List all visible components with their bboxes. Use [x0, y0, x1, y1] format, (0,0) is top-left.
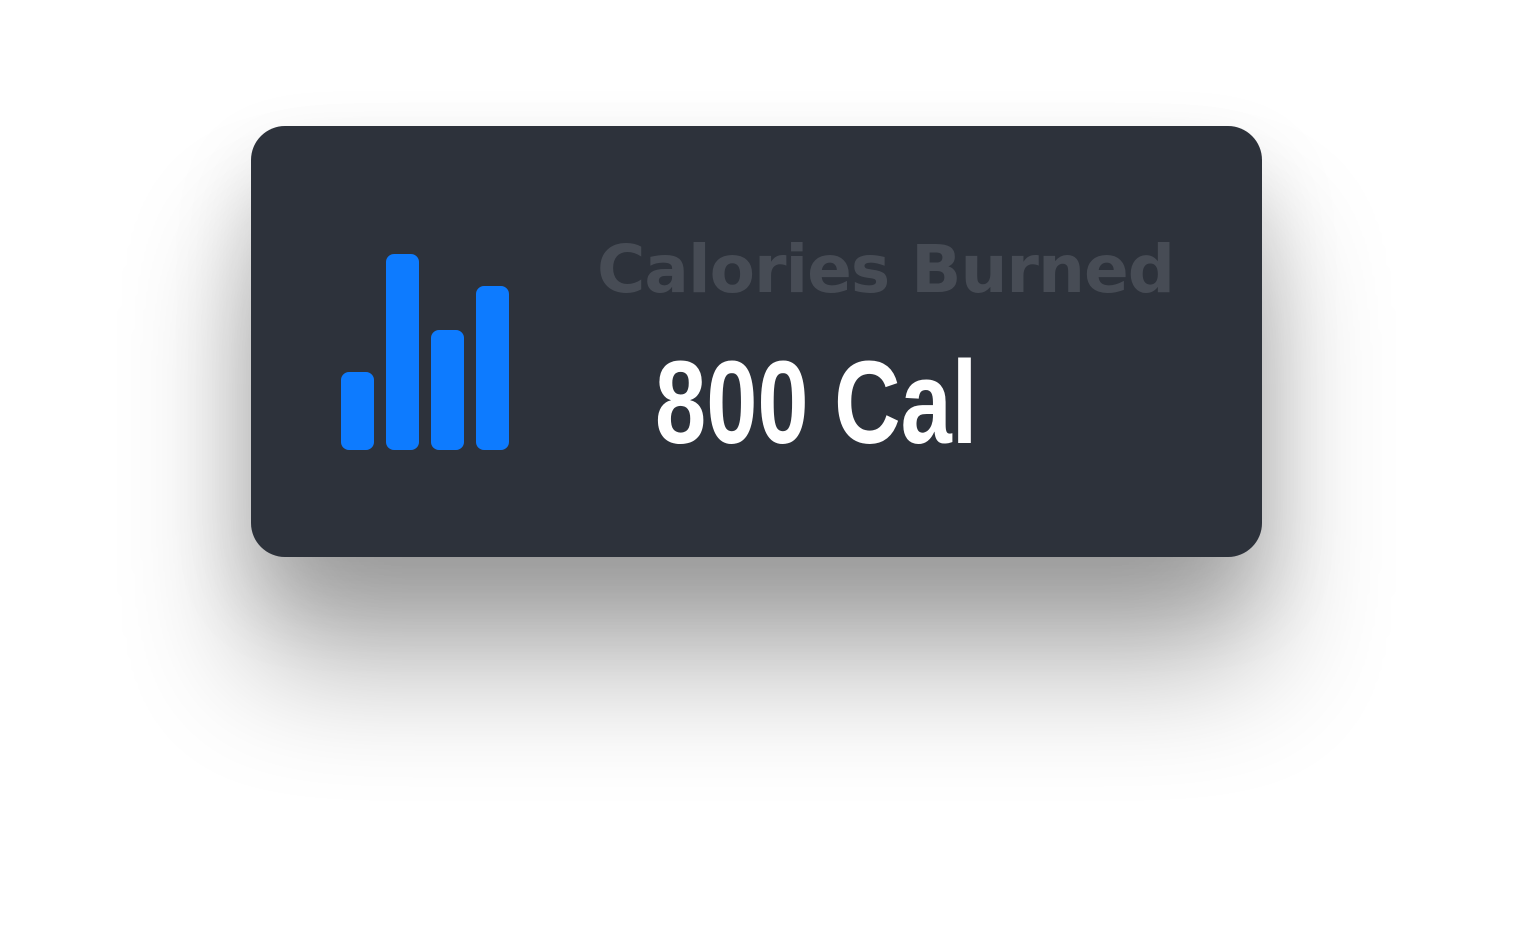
bar-chart-icon: [341, 254, 509, 450]
calories-value: 800 Cal: [655, 337, 978, 469]
calories-label: Calories Burned: [597, 231, 1175, 308]
calories-card: Calories Burned 800 Cal: [251, 126, 1262, 557]
